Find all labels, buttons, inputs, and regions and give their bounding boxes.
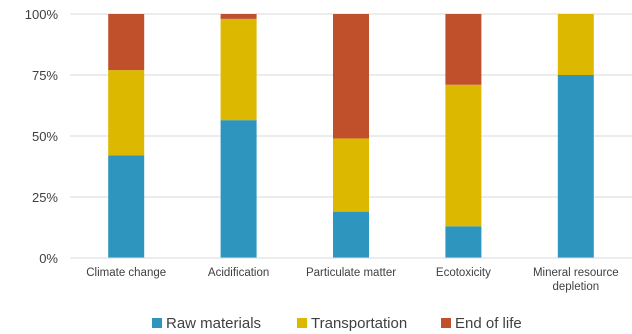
x-tick-label: Mineral resource depletion xyxy=(533,267,619,293)
bar-segment xyxy=(557,14,594,75)
legend-label: Transportation xyxy=(311,315,407,332)
bar-segment xyxy=(445,14,482,85)
bar-segment xyxy=(333,14,369,139)
bar-segment xyxy=(445,84,482,227)
legend-swatch xyxy=(441,318,451,328)
x-tick-label: Particulate matter xyxy=(306,267,396,279)
y-tick-label: 0% xyxy=(39,251,58,266)
bar-segment xyxy=(445,226,482,258)
legend-swatch xyxy=(297,318,307,328)
bar-segment xyxy=(108,70,145,156)
y-axis: 0% 25% 50% 75% 100% xyxy=(25,7,59,266)
bar-segment xyxy=(108,155,145,258)
y-tick-label: 75% xyxy=(32,68,58,83)
bar-segment xyxy=(333,138,369,212)
x-tick-label: Ecotoxicity xyxy=(436,267,491,279)
y-tick-label: 25% xyxy=(32,190,58,205)
legend-swatch xyxy=(152,318,162,328)
y-tick-label: 50% xyxy=(32,129,58,144)
x-tick-label: Climate change xyxy=(86,267,166,279)
y-tick-label: 100% xyxy=(25,7,59,22)
legend-label: Raw materials xyxy=(166,315,261,332)
bar-segment xyxy=(108,14,145,71)
bar-segment xyxy=(220,120,257,258)
bar-segment xyxy=(220,14,257,19)
bars xyxy=(108,14,594,258)
bar-segment xyxy=(557,75,594,258)
x-tick-label: Acidification xyxy=(208,267,269,279)
bar-segment xyxy=(220,18,257,121)
legend-label: End of life xyxy=(455,315,522,332)
x-axis: Climate change Acidification Particulate m… xyxy=(70,257,632,293)
bar-segment xyxy=(333,211,369,258)
legend: Raw materials Transportation End of life xyxy=(152,315,522,332)
